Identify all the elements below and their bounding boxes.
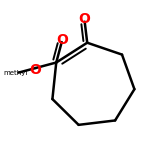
Text: methyl: methyl (3, 70, 28, 76)
Text: O: O (79, 12, 91, 26)
Text: O: O (29, 63, 41, 77)
Text: O: O (57, 33, 69, 47)
